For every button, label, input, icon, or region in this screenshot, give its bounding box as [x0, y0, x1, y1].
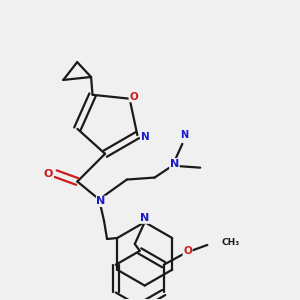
Text: N: N	[180, 130, 188, 140]
Text: O: O	[129, 92, 138, 102]
Text: N: N	[141, 132, 150, 142]
Text: N: N	[97, 196, 106, 206]
Text: O: O	[183, 246, 192, 256]
Text: O: O	[44, 169, 53, 178]
Text: N: N	[140, 213, 149, 223]
Text: N: N	[170, 159, 179, 169]
Text: CH₃: CH₃	[221, 238, 239, 247]
